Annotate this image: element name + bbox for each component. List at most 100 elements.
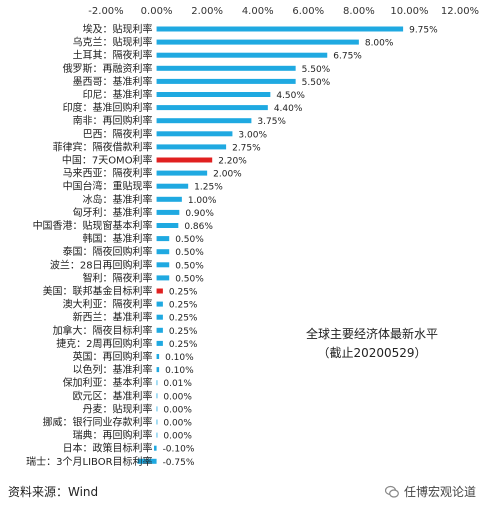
x-tick-label: 6.00% bbox=[292, 6, 324, 17]
category-label: 土耳其：隔夜利率 bbox=[73, 49, 153, 62]
value-label: 0.25% bbox=[169, 301, 198, 311]
category-label: 波兰：28日再回购利率 bbox=[50, 258, 153, 271]
value-label: 0.00% bbox=[163, 419, 192, 429]
category-label: 泰国：隔夜回购利率 bbox=[63, 245, 153, 258]
value-label: 0.50% bbox=[175, 261, 204, 271]
x-tick-label: 10.00% bbox=[390, 6, 428, 17]
category-label: 韩国：基准利率 bbox=[83, 232, 153, 245]
bar bbox=[154, 445, 157, 451]
category-label: 日本：政策目标利率 bbox=[63, 442, 153, 455]
bar bbox=[156, 170, 208, 176]
bar-chart: -2.00% 0.00% 2.00% 4.00% 6.00% 8.00% 10.00% 12.… bbox=[26, 6, 479, 468]
category-label: 墨西哥：基准利率 bbox=[73, 75, 153, 88]
bar bbox=[156, 157, 213, 163]
category-label: 中国香港：贴现窗基本利率 bbox=[33, 219, 153, 232]
category-label: 印尼：基准利率 bbox=[83, 88, 153, 101]
value-label: 0.86% bbox=[184, 222, 213, 232]
bar bbox=[156, 196, 182, 202]
value-label: 0.50% bbox=[175, 274, 204, 284]
brand-name: 任博宏观论道 bbox=[404, 485, 477, 499]
bar bbox=[156, 223, 179, 228]
category-label: 菲律宾：隔夜借款利率 bbox=[53, 140, 153, 153]
category-label: 中国台湾：重贴现率 bbox=[63, 180, 153, 193]
x-tick-label: 4.00% bbox=[242, 6, 274, 17]
value-label: 2.00% bbox=[213, 170, 242, 180]
category-label: 匈牙利：基准利率 bbox=[73, 206, 153, 219]
bar bbox=[156, 131, 233, 137]
value-label: 5.50% bbox=[302, 65, 331, 75]
value-label: 0.00% bbox=[163, 432, 192, 442]
value-label: 1.25% bbox=[194, 183, 223, 193]
bar bbox=[156, 314, 163, 320]
value-label: 0.01% bbox=[163, 379, 192, 389]
source-note: 资料来源：Wind bbox=[8, 485, 99, 499]
x-tick-label: 12.00% bbox=[441, 6, 479, 17]
value-label: -0.10% bbox=[163, 445, 195, 455]
x-axis-ticks: -2.00% 0.00% 2.00% 4.00% 6.00% 8.00% 10.00% 12.… bbox=[88, 6, 479, 17]
x-tick-label: 2.00% bbox=[191, 6, 223, 17]
bars bbox=[137, 26, 404, 464]
bar bbox=[156, 183, 189, 189]
bar bbox=[156, 65, 296, 71]
category-label: 南非：再回购利率 bbox=[73, 114, 153, 127]
value-label: 0.00% bbox=[163, 405, 192, 415]
category-label: 智利：隔夜利率 bbox=[83, 271, 153, 284]
x-tick-label: 8.00% bbox=[343, 6, 375, 17]
value-label: 0.25% bbox=[169, 340, 198, 350]
brand-watermark: 任博宏观论道 bbox=[385, 483, 476, 500]
wechat-icon bbox=[385, 485, 399, 498]
bar bbox=[156, 380, 158, 386]
category-label: 冰岛：基准利率 bbox=[83, 193, 153, 206]
bar bbox=[156, 393, 158, 399]
bar bbox=[156, 288, 163, 294]
category-label: 保加利亚：基本利率 bbox=[63, 376, 153, 389]
category-label: 中国：7天OMO利率 bbox=[62, 154, 153, 167]
bar bbox=[156, 209, 180, 215]
category-label: 乌克兰：贴现利率 bbox=[73, 36, 153, 49]
category-label: 新西兰：基准利率 bbox=[73, 311, 153, 324]
value-label: 0.00% bbox=[163, 392, 192, 402]
chart-title: 全球主要经济体最新水平 bbox=[306, 326, 438, 341]
category-label: 以色列：基准利率 bbox=[73, 363, 153, 376]
bar bbox=[156, 26, 404, 32]
chart-subtitle: （截止20200529） bbox=[317, 346, 426, 360]
bar bbox=[156, 406, 158, 412]
bar bbox=[156, 92, 271, 97]
bar bbox=[156, 52, 328, 58]
category-label: 加拿大：隔夜目标利率 bbox=[53, 324, 153, 337]
value-label: 0.50% bbox=[175, 235, 204, 245]
value-label: -0.75% bbox=[163, 458, 195, 468]
category-label: 挪威：银行同业存款利率 bbox=[43, 416, 153, 429]
bar bbox=[156, 144, 227, 150]
bar bbox=[156, 78, 296, 84]
category-label: 丹麦：贴现利率 bbox=[83, 402, 153, 415]
category-label: 瑞士：3个月LIBOR目标利率 bbox=[26, 455, 152, 468]
value-label: 9.75% bbox=[409, 26, 438, 36]
value-label: 2.20% bbox=[218, 157, 247, 167]
category-label: 俄罗斯：再融资利率 bbox=[63, 62, 153, 75]
bar bbox=[156, 354, 160, 359]
value-label: 0.25% bbox=[169, 288, 198, 298]
bar bbox=[156, 275, 170, 281]
value-label: 0.10% bbox=[165, 366, 194, 376]
value-label: 0.25% bbox=[169, 314, 198, 324]
category-label: 瑞典：再回购利率 bbox=[73, 429, 153, 442]
value-label: 0.50% bbox=[175, 248, 204, 258]
category-label: 埃及：贴现利率 bbox=[83, 23, 153, 36]
bar bbox=[156, 367, 160, 373]
value-label: 3.75% bbox=[257, 117, 286, 127]
category-label: 英国：再回购利率 bbox=[73, 350, 153, 363]
value-label: 6.75% bbox=[333, 52, 362, 62]
value-label: 0.10% bbox=[165, 353, 194, 363]
category-label: 捷克：2周再回购利率 bbox=[56, 337, 152, 350]
bar bbox=[137, 458, 157, 464]
value-label: 5.50% bbox=[302, 78, 331, 88]
value-label: 4.50% bbox=[276, 91, 305, 101]
bar bbox=[156, 262, 170, 268]
value-label: 4.40% bbox=[274, 104, 303, 114]
x-tick-label: -2.00% bbox=[88, 6, 123, 17]
value-label: 2.75% bbox=[232, 143, 261, 153]
bar bbox=[156, 236, 170, 242]
value-label: 3.00% bbox=[238, 130, 267, 140]
bar bbox=[156, 301, 163, 307]
